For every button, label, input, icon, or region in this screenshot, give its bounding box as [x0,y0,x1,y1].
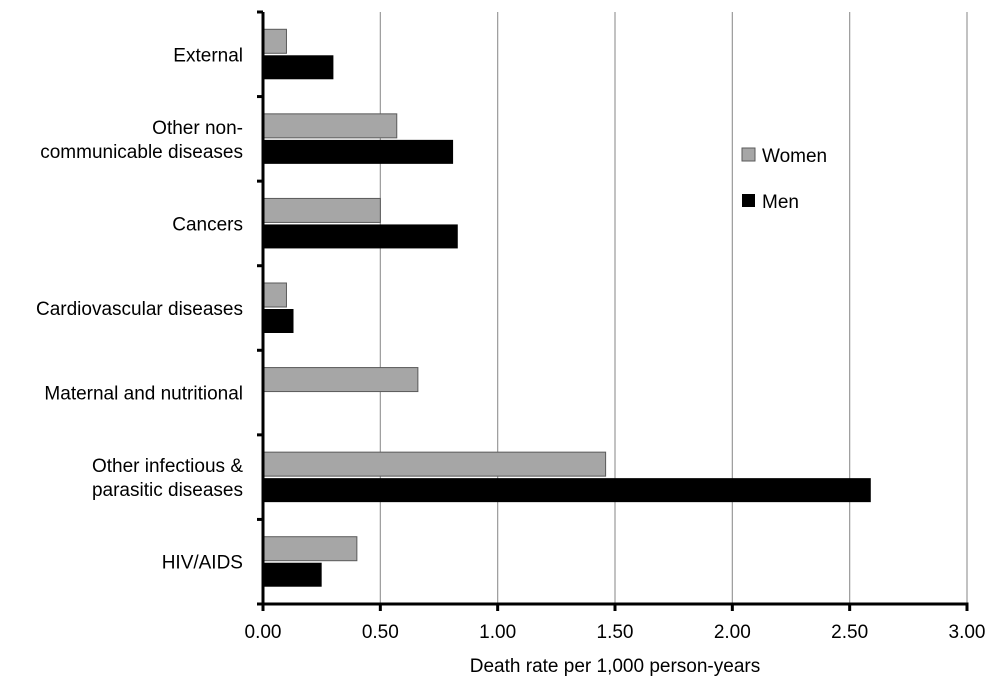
x-tick-label: 2.00 [714,622,751,643]
category-labels: External Other non-communicable diseases C… [36,45,243,573]
bar-men [263,562,322,587]
x-tick-label: 1.00 [479,622,516,643]
legend-label-men: Men [762,192,799,213]
category-label: Cancers [172,214,243,235]
bar-men [263,139,454,164]
category-label: External [173,45,243,66]
bar-women [262,197,381,223]
bar-men [263,478,871,503]
category-label: parasitic diseases [92,480,243,501]
bar-women [262,28,287,54]
category-label: Other non- [152,118,243,139]
bar-men [263,224,458,249]
x-tick-label: 2.50 [831,622,868,643]
x-axis-title: Death rate per 1,000 person-years [470,656,760,677]
x-tick-labels: 0.00 0.50 1.00 1.50 2.00 2.50 3.00 [245,622,986,643]
x-tick-label: 3.00 [949,622,986,643]
category-label: Cardiovascular diseases [36,299,243,320]
bar-men [263,309,294,333]
legend: Women Men [741,146,827,213]
legend-swatch-men [742,194,755,207]
category-label: communicable diseases [40,142,243,163]
gridlines [379,12,968,604]
legend-swatch-women [741,147,756,162]
bar-women [262,536,358,562]
category-label: Other infectious & [92,456,243,477]
bar-women [262,367,419,393]
bars [262,28,871,587]
bar-women [262,282,287,308]
bar-women [262,113,398,139]
category-label: HIV/AIDS [162,553,243,574]
bar-women [262,451,607,477]
legend-label-women: Women [762,146,827,167]
bar-men [263,55,334,80]
axes [257,10,969,611]
x-tick-label: 0.50 [362,622,399,643]
x-tick-label: 1.50 [597,622,634,643]
x-tick-label: 0.00 [245,622,282,643]
category-label: Maternal and nutritional [44,384,243,405]
